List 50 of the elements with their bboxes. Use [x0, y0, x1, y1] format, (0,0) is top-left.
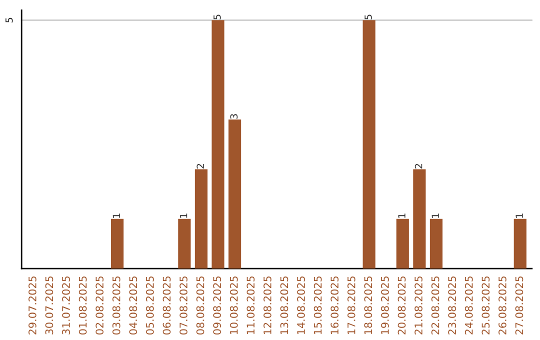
bar	[413, 169, 426, 269]
x-tick-label: 25.08.2025	[482, 276, 490, 334]
x-tick-label: 06.08.2025	[162, 276, 171, 334]
bar	[228, 120, 242, 269]
x-tick-label: 29.07.2025	[28, 276, 36, 334]
x-tick-label: 01.08.2025	[78, 276, 87, 334]
x-tick-label: 27.08.2025	[515, 276, 524, 334]
x-tick-label: 08.08.2025	[196, 276, 204, 334]
x-tick-label: 18.08.2025	[364, 276, 372, 334]
bar	[430, 218, 443, 269]
x-tick-label: 12.08.2025	[264, 276, 272, 334]
data-label: 1	[112, 214, 120, 218]
bar	[110, 218, 124, 269]
data-label: 1	[516, 214, 523, 218]
bar	[178, 218, 191, 269]
x-tick-label: 15.08.2025	[314, 276, 322, 334]
x-tick-label: 02.08.2025	[96, 276, 104, 334]
x-tick-label: 23.08.2025	[448, 276, 456, 334]
x-tick-label: 05.08.2025	[146, 276, 154, 334]
data-label: 1	[180, 214, 188, 218]
bar	[212, 20, 224, 269]
x-tick-label: 26.08.2025	[498, 276, 506, 334]
data-label: 2	[414, 164, 422, 169]
bar	[514, 218, 526, 269]
x-tick-label: 24.08.2025	[464, 276, 473, 334]
data-label: 5	[364, 14, 372, 20]
bar	[362, 20, 376, 269]
x-tick-label: 20.08.2025	[398, 276, 406, 334]
x-tick-label: 11.08.2025	[246, 276, 255, 334]
x-tick-label: 04.08.2025	[129, 276, 138, 334]
x-tick-label: 17.08.2025	[347, 276, 356, 334]
x-tick-label: 14.08.2025	[297, 276, 305, 334]
data-label: 3	[230, 114, 238, 119]
data-label: 5	[214, 14, 221, 20]
x-tick-label: 09.08.2025	[213, 276, 222, 334]
bar	[396, 218, 409, 269]
x-tick-label: 30.07.2025	[45, 276, 54, 334]
x-tick-label: 22.08.2025	[431, 276, 440, 334]
x-tick-label: 03.08.2025	[112, 276, 120, 334]
x-tick-label: 07.08.2025	[180, 276, 188, 334]
data-label: 1	[432, 214, 439, 218]
data-label: 1	[398, 214, 406, 218]
x-tick-label: 31.07.2025	[62, 276, 70, 334]
bar	[194, 169, 208, 269]
x-tick-label: 16.08.2025	[330, 276, 339, 334]
data-label: 2	[196, 164, 204, 169]
x-tick-label: 19.08.2025	[381, 276, 389, 334]
x-tick-label: 13.08.2025	[280, 276, 288, 334]
x-tick-label: 10.08.2025	[230, 276, 238, 334]
x-tick-label: 21.08.2025	[414, 276, 422, 334]
